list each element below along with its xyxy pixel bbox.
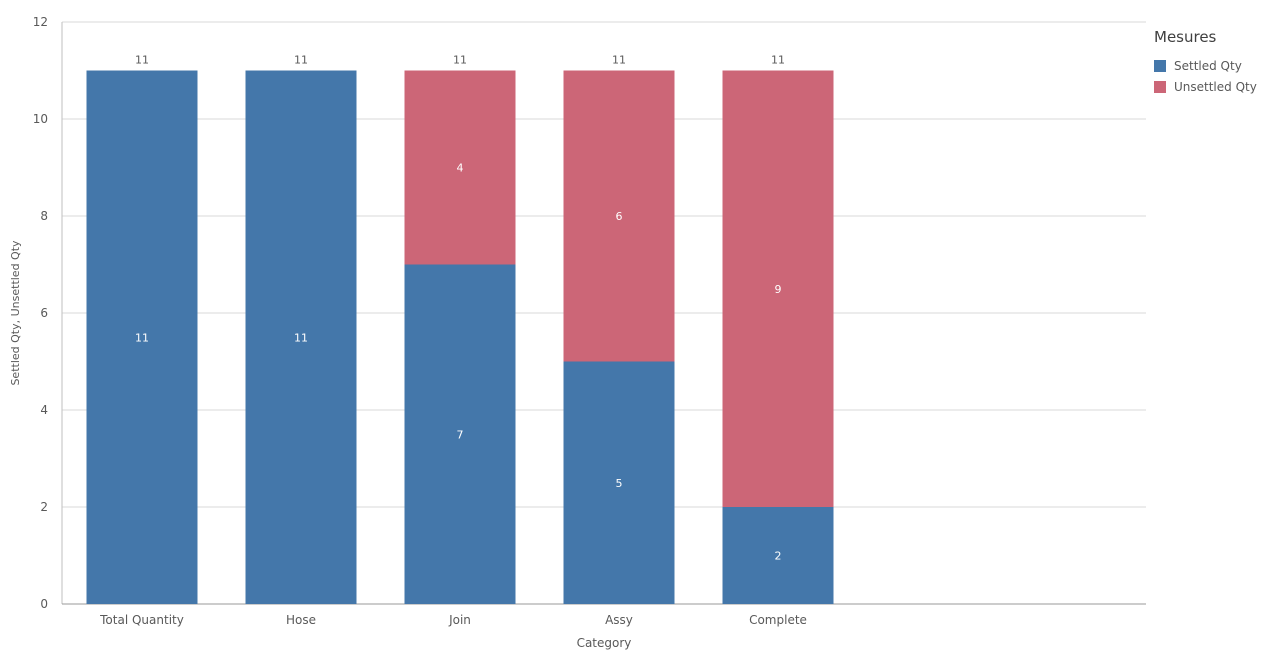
legend-item-unsettled[interactable]: Unsettled Qty [1154,76,1257,97]
legend-item-settled[interactable]: Settled Qty [1154,55,1257,76]
bar-total-label: 11 [612,54,626,67]
bar-total-label: 11 [771,54,785,67]
bar-segment-label: 11 [135,331,149,344]
y-tick-label: 4 [40,403,48,417]
y-tick-label: 0 [40,597,48,611]
bar-segment-settled [404,264,516,604]
legend: Mesures Settled Qty Unsettled Qty [1154,28,1257,97]
bar-segment-label: 9 [775,283,782,296]
bar-segment-unsettled [404,70,516,265]
bar-segment-label: 6 [616,210,623,223]
bars [86,70,834,604]
bar-segment-settled [245,70,357,604]
x-tick-label: Assy [605,613,633,627]
y-tick-label: 2 [40,500,48,514]
x-axis-title: Category [577,636,632,650]
bar-total-label: 11 [294,54,308,67]
bar-segment-label: 2 [775,550,782,563]
x-tick-label: Total Quantity [99,613,184,627]
legend-swatch-unsettled [1154,80,1166,93]
legend-swatch-settled [1154,59,1166,72]
bar-segment-settled [563,361,675,604]
legend-label-unsettled: Unsettled Qty [1174,79,1257,94]
x-tick-labels: Total Quantity Hose Join Assy Complete [99,613,807,627]
bar-total-label: 11 [453,54,467,67]
x-tick-label: Complete [749,613,807,627]
y-tick-labels: 0 2 4 6 8 10 12 [33,15,48,611]
bar-segment-unsettled [722,70,834,507]
y-axis-title: Settled Qty, Unsettled Qty [9,240,22,386]
y-tick-label: 12 [33,15,48,29]
x-tick-label: Hose [286,613,316,627]
bar-segment-label: 7 [457,428,464,441]
bar-segment-settled [722,507,834,604]
data-labels: 11 11 11 11 7 4 11 5 6 11 2 9 11 [135,54,785,563]
bar-total-label: 11 [135,54,149,67]
y-tick-label: 8 [40,209,48,223]
bar-segment-settled [86,70,198,604]
bar-segment-label: 4 [457,162,464,175]
y-tick-label: 10 [33,112,48,126]
legend-label-settled: Settled Qty [1174,58,1242,73]
y-tick-label: 6 [40,306,48,320]
bar-segment-label: 5 [616,477,623,490]
x-tick-label: Join [448,613,471,627]
bar-segment-label: 11 [294,331,308,344]
bar-segment-unsettled [563,70,675,362]
legend-title: Mesures [1154,28,1217,46]
